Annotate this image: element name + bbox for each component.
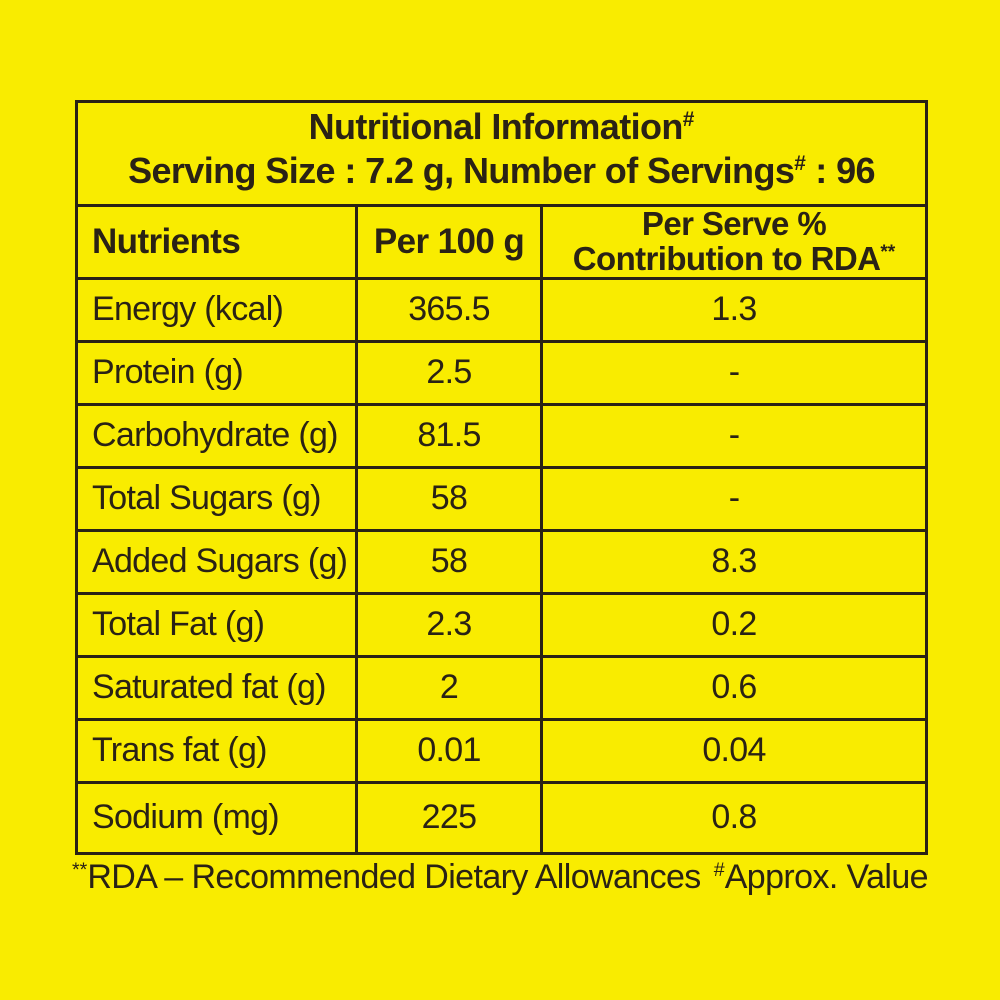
column-header-row: Nutrients Per 100 g Per Serve % Contribu… xyxy=(75,204,929,280)
per-100g-value: 2.5 xyxy=(355,339,543,406)
table-row-energy: Energy (kcal) 365.5 1.3 xyxy=(75,276,929,343)
table-row-trans-fat: Trans fat (g) 0.01 0.04 xyxy=(75,717,929,784)
nutrient-label: Total Fat (g) xyxy=(75,591,358,658)
serving-size-line: Serving Size : 7.2 g, Number of Servings… xyxy=(78,149,925,193)
rda-value: 1.3 xyxy=(539,276,929,343)
per-100g-value: 0.01 xyxy=(355,717,543,784)
serving-size-text: Serving Size : 7.2 g, Number of Servings xyxy=(128,149,795,191)
nutrient-label: Total Sugars (g) xyxy=(75,465,358,532)
per-100g-value: 2 xyxy=(355,654,543,721)
nutrient-label: Trans fat (g) xyxy=(75,717,358,784)
table-row-sodium: Sodium (mg) 225 0.8 xyxy=(75,780,929,855)
rda-value: - xyxy=(539,402,929,469)
per-serve-line1: Per Serve % xyxy=(641,205,827,242)
column-header-per-serve-rda: Per Serve % Contribution to RDA** xyxy=(539,204,929,280)
nutrient-label: Carbohydrate (g) xyxy=(75,402,358,469)
footnotes: **RDA – Recommended Dietary Allowances #… xyxy=(72,858,929,897)
per-serve-line2: Contribution to RDA** xyxy=(572,239,896,277)
table-row-added-sugars: Added Sugars (g) 58 8.3 xyxy=(75,528,929,595)
rda-value: 0.04 xyxy=(539,717,929,784)
nutrition-table: Nutritional Information# Serving Size : … xyxy=(74,100,929,855)
column-header-per-100g: Per 100 g xyxy=(355,204,543,280)
servings-count: : 96 xyxy=(805,149,875,191)
footnote-approx: #Approx. Value xyxy=(713,858,929,897)
per-100g-value: 365.5 xyxy=(355,276,543,343)
rda-footnote-mark: ** xyxy=(72,858,88,881)
rda-footnote-mark: ** xyxy=(880,242,896,264)
nutrient-label: Protein (g) xyxy=(75,339,358,406)
per-100g-value: 81.5 xyxy=(355,402,543,469)
nutrient-label: Energy (kcal) xyxy=(75,276,358,343)
per-100g-value: 58 xyxy=(355,528,543,595)
approx-footnote-mark: # xyxy=(713,858,725,881)
table-row-saturated-fat: Saturated fat (g) 2 0.6 xyxy=(75,654,929,721)
rda-value: 0.6 xyxy=(539,654,929,721)
rda-value: 0.2 xyxy=(539,591,929,658)
table-title-row: Nutritional Information# Serving Size : … xyxy=(74,100,929,207)
title-text: Nutritional Information xyxy=(308,105,684,147)
per-100g-value: 225 xyxy=(355,780,543,855)
footnote-rda: **RDA – Recommended Dietary Allowances xyxy=(72,858,701,897)
table-row-total-sugars: Total Sugars (g) 58 - xyxy=(75,465,929,532)
table-row-protein: Protein (g) 2.5 - xyxy=(75,339,929,406)
per-100g-value: 58 xyxy=(355,465,543,532)
nutrient-label: Saturated fat (g) xyxy=(75,654,358,721)
table-title-cell: Nutritional Information# Serving Size : … xyxy=(74,100,929,207)
table-row-total-fat: Total Fat (g) 2.3 0.2 xyxy=(75,591,929,658)
rda-value: 0.8 xyxy=(539,780,929,855)
table-row-carbohydrate: Carbohydrate (g) 81.5 - xyxy=(75,402,929,469)
rda-value: - xyxy=(539,339,929,406)
rda-footnote-text: RDA – Recommended Dietary Allowances xyxy=(87,858,701,896)
page-title: Nutritional Information# xyxy=(78,105,925,149)
approx-footnote-text: Approx. Value xyxy=(724,858,929,896)
title-footnote-mark: # xyxy=(682,107,695,131)
nutrient-label: Sodium (mg) xyxy=(75,780,358,855)
column-header-nutrients: Nutrients xyxy=(75,204,358,280)
rda-value: - xyxy=(539,465,929,532)
nutrient-label: Added Sugars (g) xyxy=(75,528,358,595)
per-100g-value: 2.3 xyxy=(355,591,543,658)
rda-value: 8.3 xyxy=(539,528,929,595)
servings-footnote-mark: # xyxy=(794,151,806,175)
